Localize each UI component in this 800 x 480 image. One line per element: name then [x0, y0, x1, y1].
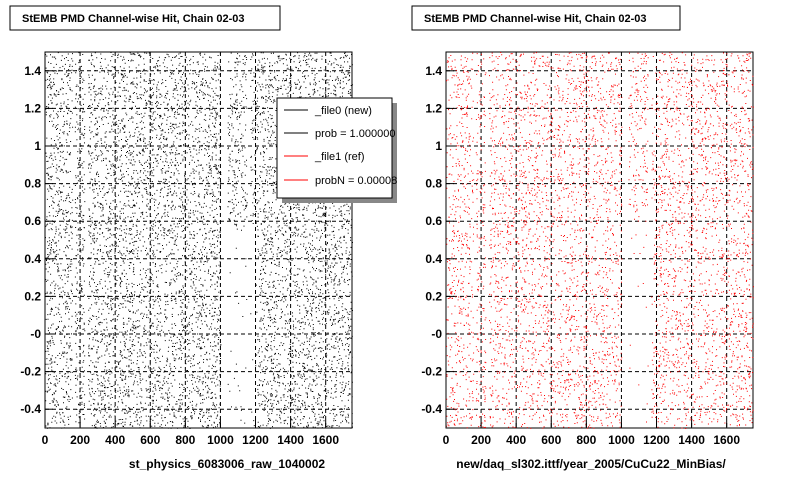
left-panel: StEMB PMD Channel-wise Hit, Chain 02-03 … — [9, 5, 397, 471]
left-y-tick-label-3: 0.2 — [24, 289, 41, 303]
right-y-tick-label-3: 0.2 — [425, 289, 442, 303]
legend-box — [276, 97, 393, 199]
right-x-tick-label-6: 1200 — [643, 433, 670, 447]
right-x-tick-label-4: 800 — [576, 433, 596, 447]
left-y-tick-label-0: -0.4 — [20, 402, 41, 416]
left-y-tick-label-1: -0.2 — [20, 365, 41, 379]
right-panel: StEMB PMD Channel-wise Hit, Chain 02-03 … — [411, 5, 754, 471]
left-y-tick-label-5: 0.6 — [24, 214, 41, 228]
right-x-tick-label-2: 400 — [506, 433, 526, 447]
legend-entry-file0: _file0 (new) — [314, 105, 372, 117]
left-x-tick-label-1: 200 — [70, 433, 90, 447]
left-y-tick-label-8: 1.2 — [24, 101, 41, 115]
left-y-tick-label-7: 1 — [34, 139, 41, 153]
right-y-tick-label-0: -0.4 — [421, 402, 442, 416]
right-y-tick-label-7: 1 — [435, 139, 442, 153]
left-y-ticks: -0.4 -0.2 -0 0.2 0.4 0.6 0.8 1 1.2 1.4 — [20, 64, 53, 416]
left-x-tick-label-6: 1200 — [242, 433, 269, 447]
right-y-tick-label-9: 1.4 — [425, 64, 442, 78]
right-y-tick-label-1: -0.2 — [421, 365, 442, 379]
left-y-tick-label-6: 0.8 — [24, 177, 41, 191]
right-x-tick-label-7: 1400 — [678, 433, 705, 447]
right-y-ticks: -0.4 -0.2 -0 0.2 0.4 0.6 0.8 1 1.2 1.4 — [421, 64, 454, 416]
left-x-tick-label-3: 600 — [140, 433, 160, 447]
right-y-tick-label-8: 1.2 — [425, 101, 442, 115]
left-x-tick-label-0: 0 — [42, 433, 49, 447]
right-x-tick-label-0: 0 — [443, 433, 450, 447]
left-x-tick-label-8: 1600 — [312, 433, 339, 447]
right-title-box — [411, 5, 681, 31]
right-y-tick-label-4: 0.4 — [425, 252, 442, 266]
right-y-tick-label-2: -0 — [431, 327, 442, 341]
left-x-tick-label-5: 1000 — [207, 433, 234, 447]
left-x-tick-label-7: 1400 — [277, 433, 304, 447]
left-x-ticks: 0 200 400 600 800 1000 1200 1400 1600 — [42, 420, 339, 447]
left-chart-title: StEMB PMD Channel-wise Hit, Chain 02-03 — [22, 13, 244, 25]
right-y-tick-label-6: 0.8 — [425, 177, 442, 191]
left-title-box — [9, 5, 281, 31]
legend-entry-file1: _file1 (ref) — [314, 151, 365, 163]
left-y-tick-label-9: 1.4 — [24, 64, 41, 78]
right-plot-area — [445, 51, 754, 429]
right-x-tick-label-1: 200 — [471, 433, 491, 447]
right-y-tick-label-5: 0.6 — [425, 214, 442, 228]
left-x-tick-label-2: 400 — [105, 433, 125, 447]
legend-entry-prob: prob = 1.000000 — [315, 128, 395, 140]
legend: _file0 (new) prob = 1.000000 _file1 (ref… — [276, 97, 397, 203]
left-y-tick-label-2: -0 — [30, 327, 41, 341]
right-x-tick-label-8: 1600 — [713, 433, 740, 447]
left-x-axis-title: st_physics_6083006_raw_1040002 — [129, 457, 325, 471]
left-y-tick-label-4: 0.4 — [24, 252, 41, 266]
right-chart-title: StEMB PMD Channel-wise Hit, Chain 02-03 — [424, 13, 646, 25]
right-x-tick-label-3: 600 — [541, 433, 561, 447]
left-x-tick-label-4: 800 — [175, 433, 195, 447]
right-x-ticks: 0 200 400 600 800 1000 1200 1400 1600 — [443, 420, 740, 447]
right-x-axis-title: new/daq_sl302.ittf/year_2005/CuCu22_MinB… — [456, 457, 726, 471]
legend-entry-probN: probN = 0.00008 — [315, 175, 397, 187]
right-x-tick-label-5: 1000 — [608, 433, 635, 447]
